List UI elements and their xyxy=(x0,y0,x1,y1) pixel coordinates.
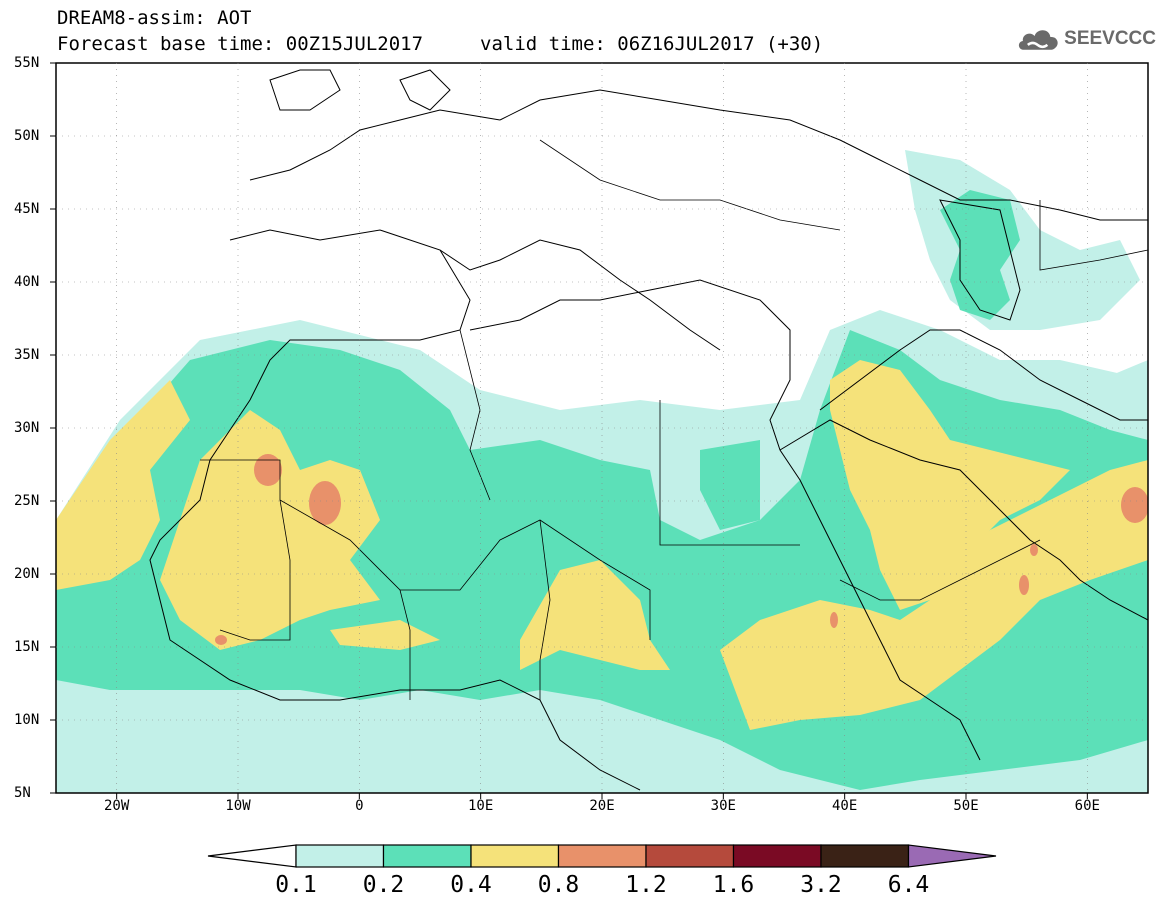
lat-label: 35N xyxy=(14,347,40,363)
colorbar-label: 0.2 xyxy=(362,872,405,898)
map-title: DREAM8-assim: AOT xyxy=(57,7,252,29)
colorbar-label: 0.4 xyxy=(450,872,492,898)
colorbar-label: 6.4 xyxy=(887,872,930,898)
lat-label: 30N xyxy=(14,420,40,436)
lon-label: 30E xyxy=(710,798,736,814)
lon-label: 20W xyxy=(104,798,130,814)
colorbar-swatch xyxy=(470,844,560,868)
seevccc-logo: SEEVCCC xyxy=(1016,22,1156,56)
logo-text: SEEVCCC xyxy=(1064,28,1156,49)
colorbar-swatch xyxy=(557,844,647,868)
lon-label: 0 xyxy=(355,798,364,814)
colorbar-swatch xyxy=(295,844,385,868)
colorbar-label: 3.2 xyxy=(800,872,842,898)
lon-label: 60E xyxy=(1074,798,1100,814)
forecast-base-time: Forecast base time: 00Z15JUL2017 xyxy=(57,33,424,55)
lon-label: 50E xyxy=(953,798,979,814)
coastlines xyxy=(149,69,1148,791)
lon-label: 10E xyxy=(468,798,494,814)
colorbar-left-arrow xyxy=(207,844,297,868)
lon-label: 40E xyxy=(832,798,858,814)
lon-label: 20E xyxy=(589,798,615,814)
lat-label: 5N xyxy=(14,785,31,801)
lat-label: 15N xyxy=(14,639,40,655)
valid-time: valid time: 06Z16JUL2017 (+30) xyxy=(480,33,824,55)
lat-label: 40N xyxy=(14,274,40,290)
axis-ticks xyxy=(50,62,1088,799)
lat-label: 20N xyxy=(14,566,40,582)
colorbar-swatch xyxy=(645,844,735,868)
colorbar-swatch xyxy=(732,844,822,868)
lat-label: 55N xyxy=(14,55,40,71)
colorbar-label: 1.2 xyxy=(625,872,667,898)
aot-band-0.4 xyxy=(56,360,1148,730)
country-borders xyxy=(200,139,1148,700)
lat-label: 25N xyxy=(14,493,40,509)
cloud-icon xyxy=(1018,30,1058,50)
lat-label: 10N xyxy=(14,712,40,728)
graticule xyxy=(56,63,1148,793)
colorbar-label: 0.1 xyxy=(275,872,317,898)
colorbar-swatch xyxy=(820,844,910,868)
lat-label: 50N xyxy=(14,128,40,144)
lat-label: 45N xyxy=(14,201,40,217)
colorbar-right-arrow xyxy=(907,844,997,868)
aot-band-0.8 xyxy=(215,454,1148,645)
colorbar-label: 1.6 xyxy=(712,872,755,898)
lon-label: 10W xyxy=(225,798,251,814)
colorbar-label: 0.8 xyxy=(537,872,580,898)
colorbar-swatch xyxy=(382,844,472,868)
